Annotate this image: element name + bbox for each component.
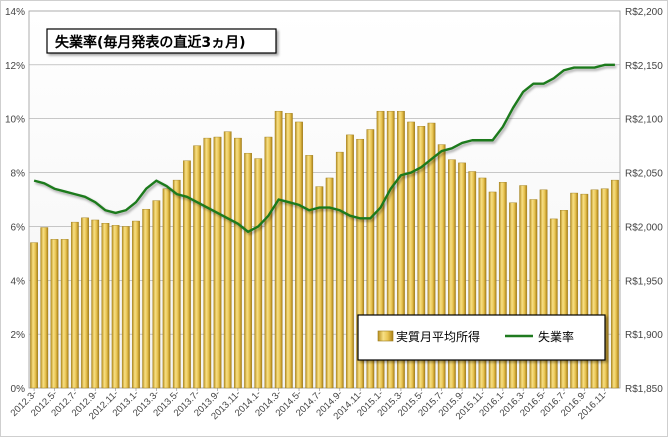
- income-bar: [60, 239, 69, 389]
- income-bar: [315, 186, 324, 389]
- income-bars: [30, 110, 619, 389]
- income-bar: [407, 121, 415, 389]
- income-bar: [91, 219, 100, 389]
- legend-swatch-income: [377, 330, 394, 342]
- income-bar: [488, 191, 497, 389]
- income-bar: [274, 110, 283, 389]
- income-bar: [549, 218, 558, 389]
- y-right-tick-label: R$2,150: [625, 61, 663, 72]
- y-left-tick-label: 14%: [5, 7, 25, 18]
- y-left-tick-label: 6%: [11, 222, 26, 233]
- y-left-tick-label: 10%: [5, 115, 25, 126]
- income-bar: [30, 242, 38, 389]
- y-right-tick-label: R$2,050: [625, 169, 663, 180]
- income-bar: [427, 122, 436, 389]
- y-axis-left: 0% 2% 4% 6% 8% 10% 12% 14%: [5, 7, 25, 395]
- income-bar: [325, 177, 334, 389]
- unemployment-series-line: [33, 63, 615, 234]
- y-left-tick-label: 8%: [11, 169, 26, 180]
- income-bar: [132, 220, 140, 389]
- unemployment-line: [33, 63, 615, 234]
- income-bar: [244, 152, 252, 389]
- income-bar: [40, 227, 49, 389]
- y-right-tick-label: R$1,900: [625, 330, 663, 341]
- chart-title: 失業率(毎月発表の直近3ヵ月): [55, 34, 246, 51]
- y-right-tick-label: R$2,000: [625, 222, 663, 233]
- income-bar: [468, 171, 477, 389]
- legend-label-income: 実質月平均所得: [396, 329, 480, 344]
- y-left-tick-label: 4%: [11, 276, 26, 287]
- income-bar: [172, 179, 181, 389]
- income-bar: [234, 137, 242, 389]
- income-bar: [386, 110, 395, 389]
- income-bar: [162, 188, 171, 389]
- y-left-tick-label: 0%: [11, 384, 26, 395]
- income-bar: [570, 192, 579, 389]
- income-bar: [366, 129, 375, 389]
- income-bar: [346, 134, 354, 389]
- income-bar: [590, 189, 599, 389]
- income-bar: [611, 179, 619, 389]
- income-bar: [81, 217, 89, 389]
- income-bar: [560, 210, 568, 389]
- income-bar: [223, 131, 232, 389]
- chart-title-box: 失業率(毎月発表の直近3ヵ月): [46, 28, 277, 54]
- income-bar: [101, 222, 110, 389]
- income-bar: [50, 239, 59, 389]
- income-bar: [121, 226, 130, 389]
- income-bar: [295, 121, 303, 389]
- income-bar: [183, 160, 191, 389]
- y-right-tick-label: R$2,200: [625, 7, 663, 18]
- legend-frame: [357, 314, 606, 361]
- y-axis-right: R$1,850 R$1,900 R$1,950 R$2,000 R$2,050 R$2,1…: [625, 7, 663, 395]
- legend-label-unemployment: 失業率: [538, 329, 574, 344]
- income-bar: [203, 137, 212, 389]
- income-bar: [142, 208, 151, 389]
- y-right-tick-label: R$1,850: [625, 384, 663, 395]
- income-bar: [213, 136, 222, 389]
- income-bar: [152, 200, 161, 389]
- income-bar: [254, 158, 263, 389]
- income-bar: [509, 202, 517, 389]
- income-bar: [111, 225, 120, 389]
- y-left-tick-label: 12%: [5, 61, 25, 72]
- y-right-tick-label: R$2,100: [625, 115, 663, 126]
- y-left-tick-label: 2%: [11, 330, 26, 341]
- income-bar: [448, 159, 456, 389]
- income-bar: [284, 113, 293, 389]
- legend: 実質月平均所得 失業率: [357, 314, 606, 361]
- income-bar: [335, 151, 344, 389]
- title-frame: [46, 28, 277, 54]
- income-bar: [193, 145, 202, 389]
- income-bar: [70, 221, 79, 389]
- income-bar: [529, 199, 538, 389]
- y-right-tick-label: R$1,950: [625, 276, 663, 287]
- income-bar: [264, 136, 273, 389]
- income-bar: [305, 155, 314, 389]
